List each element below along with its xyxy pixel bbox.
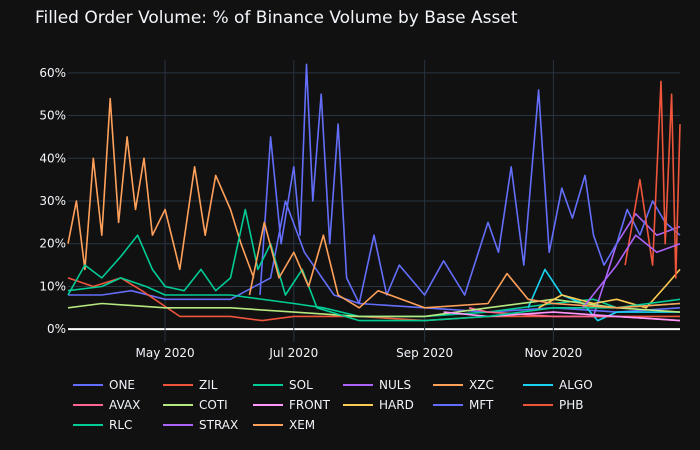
legend-label: STRAX	[199, 418, 239, 432]
legend-swatch	[73, 404, 103, 406]
series-line-coti	[67, 298, 681, 318]
legend-swatch	[253, 384, 283, 386]
legend-label: ALGO	[559, 378, 593, 392]
series-line-algo	[527, 268, 680, 322]
legend-item-avax[interactable]: AVAX	[73, 396, 163, 414]
x-tick-label: Jul 2020	[268, 346, 318, 360]
legend-swatch	[163, 404, 193, 406]
legend-label: AVAX	[109, 398, 141, 412]
legend-item-phb[interactable]: PHB	[523, 396, 613, 414]
legend-item-algo[interactable]: ALGO	[523, 376, 613, 394]
series-line-xzc	[67, 97, 255, 279]
series-line-one	[68, 200, 681, 313]
legend-label: COTI	[199, 398, 228, 412]
legend-item-rlc[interactable]: RLC	[73, 416, 163, 434]
legend-swatch	[253, 404, 283, 406]
gridlines	[68, 60, 680, 342]
series-lines	[67, 63, 681, 322]
chart-title: Filled Order Volume: % of Binance Volume…	[35, 8, 518, 28]
x-tick-label: May 2020	[135, 346, 194, 360]
y-tick-label: 20%	[39, 237, 66, 251]
legend-label: RLC	[109, 418, 133, 432]
series-line-hard	[538, 268, 681, 309]
series-line-front	[443, 311, 681, 322]
legend-swatch	[433, 404, 463, 406]
legend-item-zil[interactable]: ZIL	[163, 376, 253, 394]
legend-label: XZC	[469, 378, 494, 392]
series-line-phb	[624, 80, 681, 279]
legend-item-one[interactable]: ONE	[73, 376, 163, 394]
y-tick-label: 0%	[47, 322, 66, 336]
series-line-rlc	[67, 208, 681, 322]
series-line-mft	[259, 63, 681, 305]
legend-label: HARD	[379, 398, 414, 412]
y-tick-label: 50%	[39, 109, 66, 123]
legend-label: PHB	[559, 398, 584, 412]
legend-item-xzc[interactable]: XZC	[433, 376, 523, 394]
series-line-xem	[248, 221, 681, 309]
legend-swatch	[163, 424, 193, 426]
legend-label: ONE	[109, 378, 136, 392]
legend-swatch	[433, 384, 463, 386]
y-tick-label: 30%	[39, 194, 66, 208]
legend-swatch	[523, 404, 553, 406]
y-tick-label: 10%	[39, 279, 66, 293]
legend-item-xem[interactable]: XEM	[253, 416, 343, 434]
legend-item-mft[interactable]: MFT	[433, 396, 523, 414]
y-tick-label: 60%	[39, 66, 66, 80]
legend-item-strax[interactable]: STRAX	[163, 416, 253, 434]
legend-item-front[interactable]: FRONT	[253, 396, 343, 414]
legend-swatch	[343, 404, 373, 406]
legend-label: ZIL	[199, 378, 218, 392]
legend-swatch	[523, 384, 553, 386]
series-line-strax	[582, 234, 681, 309]
legend-label: FRONT	[289, 398, 330, 412]
legend-label: MFT	[469, 398, 494, 412]
legend-swatch	[343, 384, 373, 386]
legend-item-coti[interactable]: COTI	[163, 396, 253, 414]
legend-item-sol[interactable]: SOL	[253, 376, 343, 394]
x-tick-label: Nov 2020	[524, 346, 582, 360]
axes: 0% 10% 20% 30% 40% 50% 60% May 2020 Jul 2020 Sep …	[39, 66, 582, 360]
legend: ONE ZIL SOL NULS XZC ALGO AVAX COTI FRONT HARD MFT…	[73, 376, 693, 434]
legend-swatch	[73, 384, 103, 386]
x-tick-label: Sep 2020	[396, 346, 453, 360]
legend-item-hard[interactable]: HARD	[343, 396, 433, 414]
legend-label: NULS	[379, 378, 412, 392]
legend-item-nuls[interactable]: NULS	[343, 376, 433, 394]
legend-swatch	[163, 384, 193, 386]
legend-label: SOL	[289, 378, 313, 392]
y-tick-label: 40%	[39, 151, 66, 165]
legend-swatch	[253, 424, 283, 426]
legend-label: XEM	[289, 418, 316, 432]
legend-swatch	[73, 424, 103, 426]
